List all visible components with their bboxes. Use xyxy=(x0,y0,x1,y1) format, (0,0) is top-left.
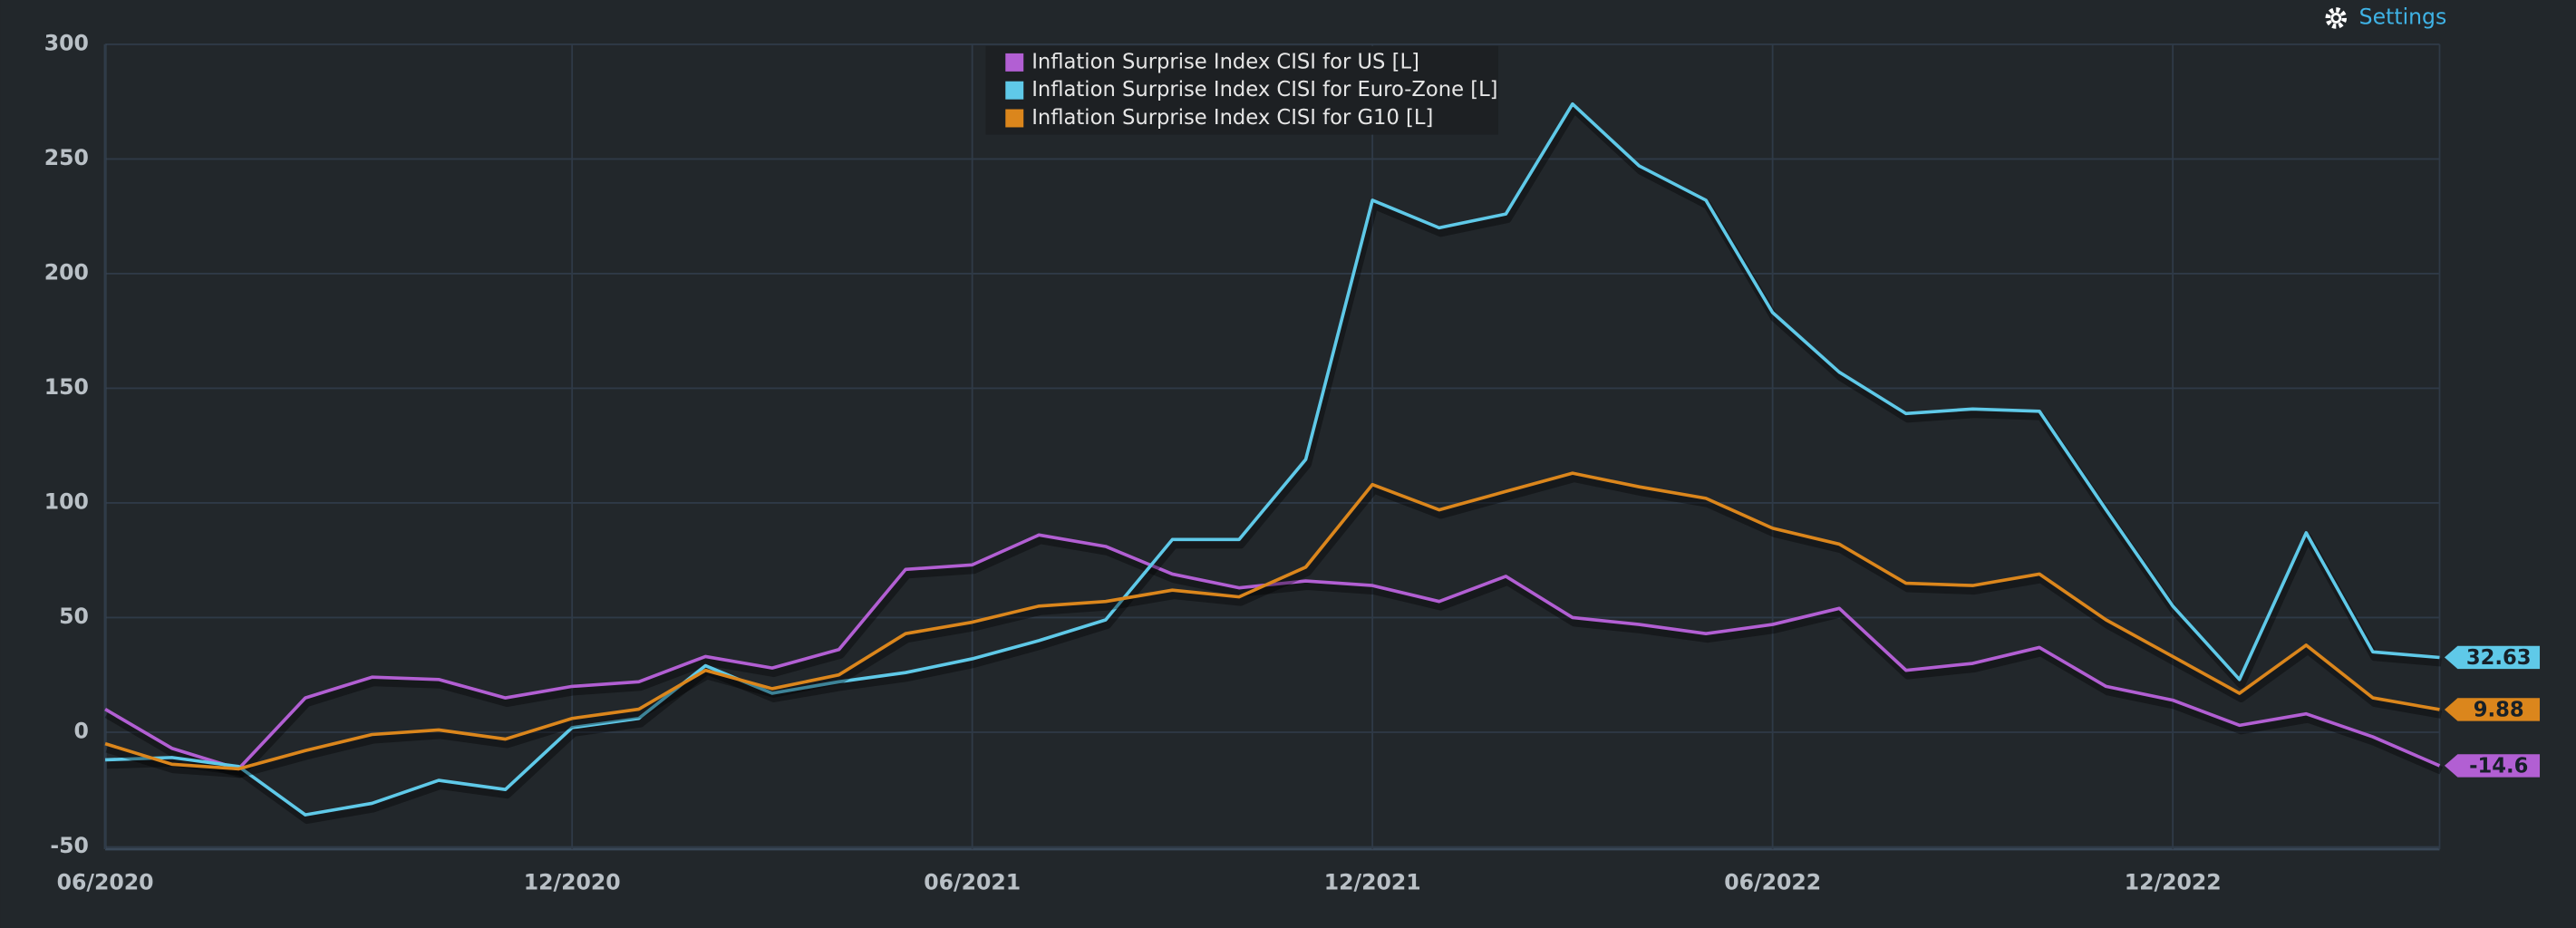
line-shadow xyxy=(105,474,2443,778)
line-shadow xyxy=(104,536,2444,778)
legend-swatch xyxy=(1005,81,1024,100)
legend-label: Inflation Surprise Index CISI for Euro-Z… xyxy=(1031,78,1497,102)
legend-label: Inflation Surprise Index CISI for US [L] xyxy=(1031,50,1419,73)
end-tag xyxy=(2444,698,2541,721)
y-tick-label: 150 xyxy=(44,374,89,400)
legend-label: Inflation Surprise Index CISI for G10 [L… xyxy=(1031,106,1433,130)
end-value-label: 32.63 xyxy=(2466,646,2532,670)
y-tick-label: 50 xyxy=(59,604,89,629)
legend-swatch xyxy=(1005,53,1024,72)
legend-swatch xyxy=(1005,109,1024,128)
settings-label[interactable]: Settings xyxy=(2359,4,2447,29)
grid: -50 0 50 100 150 200 250 300 06/2020 12/2020 06/20… xyxy=(44,30,2441,895)
legend: Inflation Surprise Index CISI for US [L]… xyxy=(985,45,1498,135)
series-line xyxy=(104,533,2441,771)
x-tick-label: 12/2022 xyxy=(2125,870,2222,895)
gear-icon xyxy=(2325,7,2348,29)
settings-button[interactable]: Settings xyxy=(2325,4,2447,29)
x-tick-label: 06/2020 xyxy=(57,870,154,895)
end-tag xyxy=(2444,645,2541,670)
end-tags: -14.6 32.63 9.88 xyxy=(2444,645,2541,778)
series-line xyxy=(105,102,2440,817)
y-tick-label: 300 xyxy=(44,30,89,55)
y-tick-label: -50 xyxy=(50,833,89,858)
x-tick-label: 12/2020 xyxy=(524,870,621,895)
y-tick-label: 0 xyxy=(74,718,89,743)
lines xyxy=(104,102,2444,825)
series-line xyxy=(104,471,2440,771)
x-tick-label: 06/2021 xyxy=(924,870,1021,895)
y-tick-label: 100 xyxy=(44,488,89,514)
end-value-label: 9.88 xyxy=(2474,698,2524,721)
end-tag xyxy=(2444,754,2541,778)
gear-hole xyxy=(2330,13,2342,24)
x-tick-label: 06/2022 xyxy=(1724,870,1821,895)
end-value-label: -14.6 xyxy=(2469,754,2528,778)
x-tick-label: 12/2021 xyxy=(1324,870,1421,895)
legend-box xyxy=(985,45,1498,135)
y-tick-label: 250 xyxy=(44,145,89,170)
y-tick-label: 200 xyxy=(44,259,89,285)
